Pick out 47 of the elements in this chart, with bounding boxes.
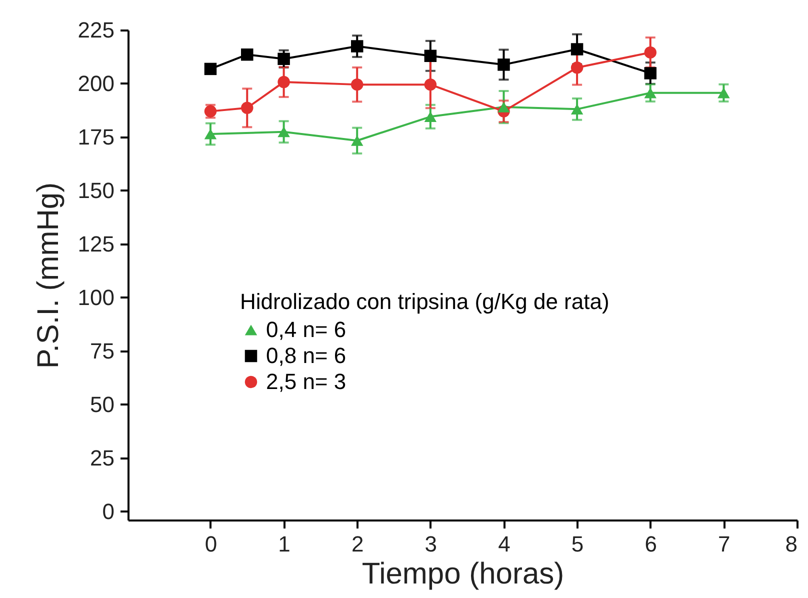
x-tick-label: 6: [644, 532, 657, 556]
legend-label: 0,8 n= 6: [266, 343, 346, 368]
point: [498, 102, 510, 112]
y-tick-label: 125: [78, 231, 114, 256]
point: [498, 58, 510, 71]
point: [644, 88, 656, 98]
y-tick-label: 50: [90, 392, 114, 417]
x-tick-label: 3: [424, 532, 438, 556]
y-tick-label: 0: [102, 498, 114, 524]
x-tick-label: 2: [351, 532, 364, 556]
point: [718, 88, 730, 98]
y-axis-title: P.S.I. (mmHg): [32, 182, 65, 369]
x-tick-label: 7: [718, 532, 730, 556]
x-tick-label: 5: [571, 532, 584, 556]
legend-label: 2,5 n= 3: [266, 369, 346, 394]
point: [278, 126, 290, 138]
point: [570, 62, 584, 74]
y-tick-label: 200: [78, 70, 114, 96]
point: [424, 78, 437, 91]
legend-label: 0,4 n= 6: [266, 317, 346, 342]
point: [241, 102, 254, 114]
point: [644, 67, 656, 80]
point: [204, 128, 217, 140]
point: [424, 111, 437, 122]
point: [278, 76, 290, 88]
y-tick-label: 175: [78, 124, 114, 150]
y-tick-label: 25: [90, 445, 114, 470]
point: [570, 104, 584, 114]
x-tick-label: 0: [204, 532, 218, 556]
x-axis-title: Tiempo (horas): [362, 558, 564, 590]
point: [350, 78, 364, 91]
point: [241, 48, 254, 61]
point: [278, 52, 290, 66]
point: [204, 62, 217, 76]
x-tick-label: 1: [278, 532, 290, 556]
point: [570, 43, 584, 56]
x-tick-label: 4: [498, 532, 510, 556]
y-tick-label: 225: [78, 18, 114, 42]
y-tick-label: 100: [78, 284, 114, 310]
point: [644, 46, 656, 59]
x-tick-label: 8: [785, 532, 798, 556]
legend-title: Hidrolizado con tripsina (g/Kg de rata): [240, 289, 610, 314]
point: [350, 135, 364, 146]
point: [350, 40, 364, 52]
y-tick-label: 75: [90, 338, 114, 364]
point: [424, 50, 437, 62]
y-tick-label: 150: [78, 178, 114, 203]
